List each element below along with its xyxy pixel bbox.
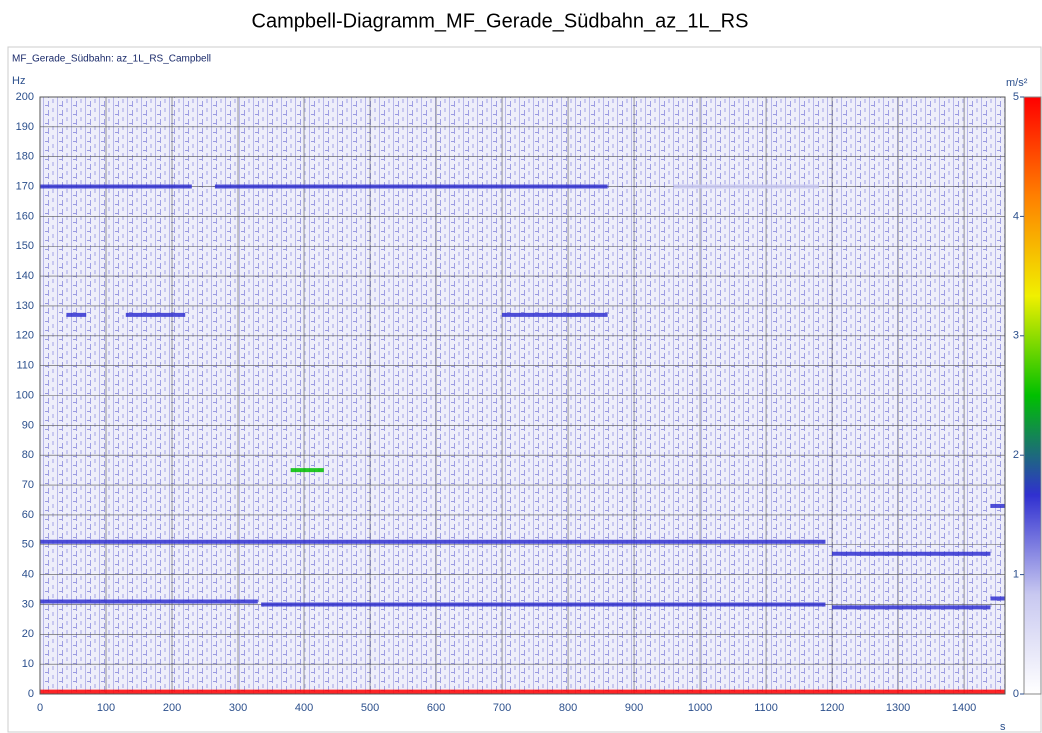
y-tick-label: 60 (22, 509, 34, 521)
colorbar-tick-label: 2 (1013, 449, 1019, 461)
x-axis-label: s (1000, 721, 1006, 733)
y-tick-label: 170 (16, 180, 34, 192)
y-tick-label: 30 (22, 598, 34, 610)
x-tick-label: 0 (37, 702, 43, 714)
y-axis-label: Hz (12, 75, 25, 87)
y-tick-label: 150 (16, 240, 34, 252)
x-tick-label: 300 (229, 702, 247, 714)
colorbar-tick-label: 3 (1013, 330, 1019, 342)
x-tick-label: 900 (625, 702, 643, 714)
colorbar (1023, 96, 1042, 695)
y-tick-label: 70 (22, 479, 34, 491)
colorbar-tick-label: 4 (1013, 210, 1019, 222)
x-tick-label: 1300 (886, 702, 910, 714)
colorbar-label: m/s² (1006, 77, 1028, 89)
y-tick-label: 50 (22, 539, 34, 551)
x-tick-label: 1400 (952, 702, 976, 714)
x-tick-label: 1000 (688, 702, 712, 714)
y-tick-label: 190 (16, 121, 34, 133)
colorbar-tick-label: 1 (1013, 569, 1019, 581)
x-tick-label: 500 (361, 702, 379, 714)
x-tick-label: 200 (163, 702, 181, 714)
y-tick-label: 100 (16, 389, 34, 401)
x-tick-label: 100 (97, 702, 115, 714)
y-tick-label: 20 (22, 628, 34, 640)
x-tick-label: 800 (559, 702, 577, 714)
y-tick-label: 40 (22, 569, 34, 581)
subtitle: MF_Gerade_Südbahn: az_1L_RS_Campbell (12, 54, 211, 65)
colorbar-tick-label: 0 (1013, 688, 1019, 700)
y-tick-label: 80 (22, 449, 34, 461)
y-tick-label: 120 (16, 330, 34, 342)
y-tick-label: 10 (22, 658, 34, 670)
x-tick-label: 400 (295, 702, 313, 714)
x-tick-label: 700 (493, 702, 511, 714)
y-tick-label: 90 (22, 419, 34, 431)
chart-title: Campbell-Diagramm_MF_Gerade_Südbahn_az_1… (252, 10, 749, 32)
plot-frame (39, 96, 1006, 695)
y-tick-label: 180 (16, 151, 34, 163)
x-tick-label: 1100 (754, 702, 778, 714)
x-tick-label: 600 (427, 702, 445, 714)
y-tick-label: 140 (16, 270, 34, 282)
y-tick-label: 130 (16, 300, 34, 312)
y-tick-label: 0 (28, 688, 34, 700)
y-tick-label: 110 (16, 360, 34, 372)
colorbar-tick-label: 5 (1013, 91, 1019, 103)
y-tick-label: 200 (16, 91, 34, 103)
y-tick-label: 160 (16, 210, 34, 222)
x-tick-label: 1200 (820, 702, 844, 714)
